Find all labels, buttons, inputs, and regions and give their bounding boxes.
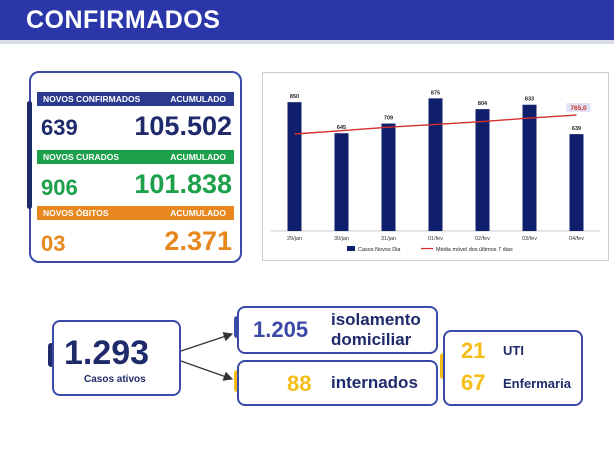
active-accent-mark (48, 343, 54, 367)
page-title: CONFIRMADOS (26, 6, 221, 34)
obitos-acc-label: ACUMULADO (170, 208, 226, 218)
line-value-label: 765,0 (570, 105, 587, 112)
header-stripe (0, 40, 614, 44)
curados-band: NOVOS CURADOS ACUMULADO (37, 150, 234, 164)
uti-label: UTI (503, 343, 524, 358)
curados-label: NOVOS CURADOS (43, 152, 120, 162)
arrow-to-isolamento (177, 332, 234, 353)
header-banner: CONFIRMADOS (0, 0, 614, 44)
bar-value-label: 709 (384, 116, 393, 122)
chart-panel: 850 29/jan 645 30/jan 709 31/jan 875 01/fev 804 0… (262, 72, 609, 261)
enfermaria-value: 67 (461, 370, 486, 395)
uti-enfermaria-box: 21 UTI 67 Enfermaria (443, 330, 583, 406)
moving-average-line (294, 114, 577, 135)
bar-value-label: 639 (572, 126, 581, 132)
bar-value-label: 875 (431, 90, 440, 96)
cases-chart: 850 29/jan 645 30/jan 709 31/jan 875 01/fev 804 0… (271, 90, 600, 253)
stats-panel: NOVOS CONFIRMADOS ACUMULADO 639 105.502 … (27, 71, 242, 263)
curados-acc-value: 101.838 (134, 169, 232, 199)
bar-value-label: 833 (525, 97, 534, 103)
confirmados-band: NOVOS CONFIRMADOS ACUMULADO (37, 92, 234, 106)
active-cases-box: 1.293 Casos ativos (52, 320, 181, 396)
active-cases-label: Casos ativos (84, 374, 146, 385)
bar-01/fev (428, 98, 443, 231)
bar-value-label: 850 (290, 94, 299, 100)
enfermaria-label: Enfermaria (503, 376, 571, 391)
isolamento-box: 1.205 isolamento domiciliar (237, 306, 438, 354)
uti-value: 21 (461, 338, 486, 363)
bar-30/jan (334, 133, 349, 231)
panel-accent-bar (27, 101, 32, 209)
bar-02/fev (475, 109, 490, 231)
confirmados-acc-label: ACUMULADO (170, 94, 226, 104)
bar-03/fev (522, 104, 537, 231)
curados-acc-label: ACUMULADO (170, 152, 226, 162)
obitos-new-value: 03 (41, 231, 66, 256)
legend-line-label: Média móvel dos últimos 7 dias (436, 247, 513, 253)
isolamento-label-1: isolamento (331, 310, 421, 329)
x-tick-label: 30/jan (334, 236, 349, 242)
x-tick-label: 03/fev (522, 236, 537, 242)
x-tick-label: 29/jan (287, 236, 302, 242)
obitos-label: NOVOS ÓBITOS (43, 208, 109, 218)
internados-value: 88 (287, 371, 312, 396)
obitos-acc-value: 2.371 (164, 226, 232, 256)
isolamento-value: 1.205 (253, 317, 309, 342)
curados-new-value: 906 (41, 175, 78, 200)
confirmados-label: NOVOS CONFIRMADOS (43, 94, 141, 104)
arrow-to-internados (177, 359, 234, 381)
legend-bar-swatch (347, 246, 355, 251)
confirmados-acc-value: 105.502 (134, 111, 232, 141)
x-tick-label: 04/fev (569, 236, 584, 242)
legend-bar-label: Casos Novos Dia (358, 247, 401, 253)
line-value-box (566, 103, 591, 113)
x-tick-label: 01/fev (428, 236, 443, 242)
bar-04/fev (569, 134, 584, 231)
internados-label: internados (331, 373, 418, 392)
x-tick-label: 31/jan (381, 236, 396, 242)
bar-value-label: 804 (478, 101, 488, 107)
active-cases-value: 1.293 (64, 334, 150, 372)
obitos-band: NOVOS ÓBITOS ACUMULADO (37, 206, 234, 220)
x-tick-label: 02/fev (475, 236, 490, 242)
confirmados-new-value: 639 (41, 115, 78, 140)
bar-value-label: 645 (337, 125, 346, 131)
bar-31/jan (381, 123, 396, 231)
isolamento-label-2: domiciliar (331, 330, 412, 349)
internados-box: 88 internados (237, 360, 438, 406)
